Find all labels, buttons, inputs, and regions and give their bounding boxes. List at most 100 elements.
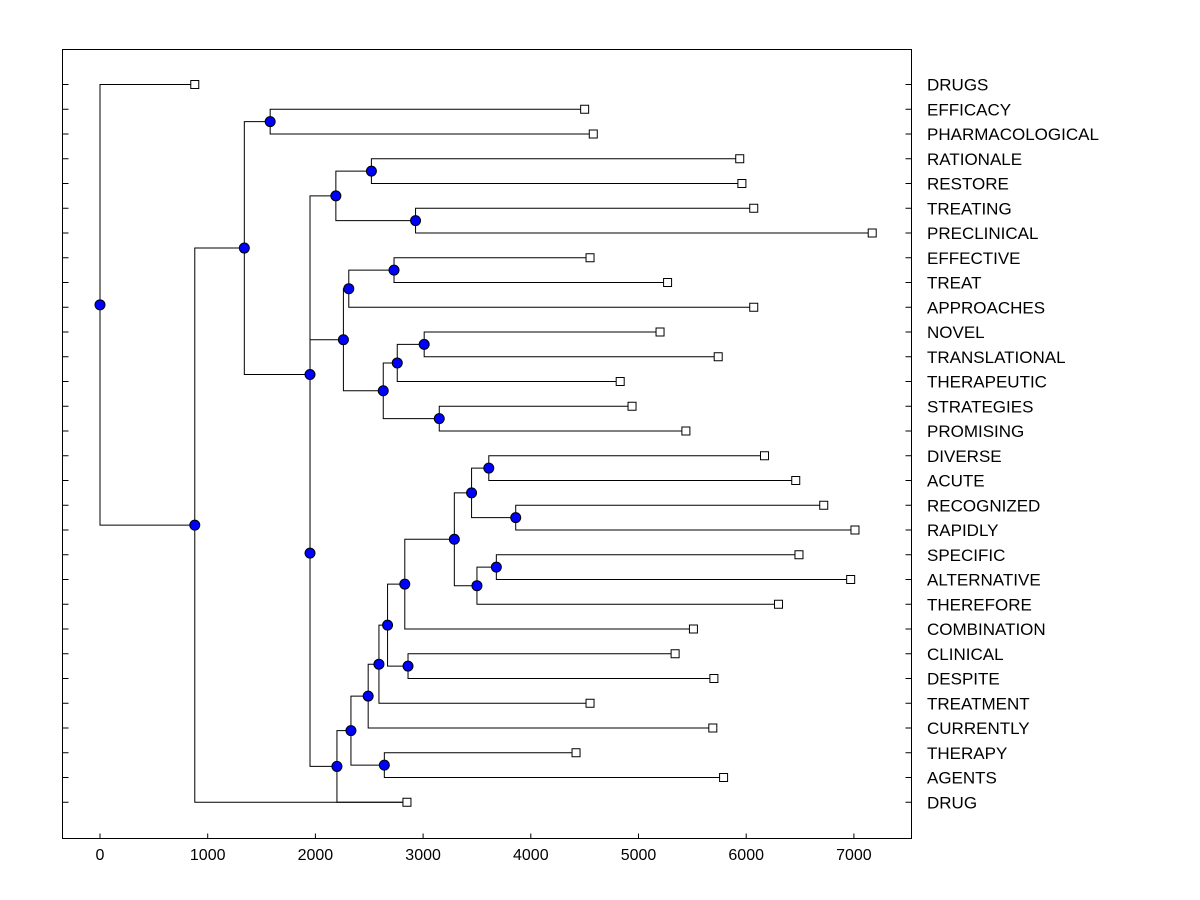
branch-n23 <box>383 752 724 778</box>
node-marker-n26 <box>304 547 316 559</box>
leaf-label-recognized: RECOGNIZED <box>927 496 1040 515</box>
left-ticks <box>62 84 69 803</box>
leaf-marker-agents <box>719 773 729 782</box>
branch-n14 <box>471 467 516 519</box>
leaf-marker-recognized <box>819 500 829 510</box>
leaf-marker-acute <box>791 476 801 485</box>
node-marker-n20 <box>382 619 394 631</box>
x-tick-label-7000: 7000 <box>836 847 872 864</box>
branch-n8 <box>396 343 621 382</box>
leaf-marker-combination <box>688 624 698 634</box>
node-marker-n11 <box>337 334 349 346</box>
leaf-label-combination: COMBINATION <box>927 620 1046 639</box>
node-marker-n23 <box>378 759 390 771</box>
leaf-marker-drugs <box>190 80 200 89</box>
leaf-label-currently: CURRENTLY <box>927 719 1030 738</box>
leaf-marker-rapidly <box>850 525 860 535</box>
node-marker-n27 <box>304 368 316 380</box>
leaf-label-novel: NOVEL <box>927 323 985 342</box>
leaf-label-promising: PROMISING <box>927 422 1024 441</box>
node-marker-n25 <box>331 760 343 772</box>
branch-n5 <box>393 257 668 283</box>
branch-n6 <box>348 269 754 308</box>
leaf-label-drug: DRUG <box>927 793 977 812</box>
branch-n25 <box>336 730 407 803</box>
leaf-label-restore: RESTORE <box>927 175 1009 194</box>
branch-n22 <box>367 663 713 729</box>
branch-n3 <box>415 207 873 234</box>
leaf-label-diverse: DIVERSE <box>927 447 1002 466</box>
x-tick-label-5000: 5000 <box>621 847 657 864</box>
leaf-label-specific: SPECIFIC <box>927 546 1005 565</box>
x-axis-ticks <box>99 833 855 839</box>
branch-n10 <box>382 362 440 420</box>
leaf-label-pharmacological: PHARMACOLOGICAL <box>927 125 1099 144</box>
branch-n27 <box>309 195 336 554</box>
leaf-marker-despite <box>709 674 719 683</box>
node-marker-n4 <box>330 190 342 202</box>
node-marker-n5 <box>388 264 400 276</box>
branch-n1 <box>269 108 594 135</box>
node-marker-n8 <box>391 357 403 369</box>
branch-n28 <box>243 121 311 375</box>
leaf-marker-alternative <box>846 575 856 584</box>
leaf-label-treat: TREAT <box>927 274 981 293</box>
node-marker-n18 <box>399 578 411 590</box>
node-marker-n2 <box>365 165 377 177</box>
leaf-marker-therapeutic <box>615 377 625 386</box>
x-tick-label-4000: 4000 <box>513 847 549 864</box>
leaf-marker-approaches <box>749 302 759 312</box>
leaf-marker-promising <box>681 426 691 436</box>
node-marker-n13 <box>510 512 522 524</box>
branch-n7 <box>423 331 719 358</box>
leaf-marker-effective <box>585 253 595 263</box>
leaf-marker-specific <box>794 550 804 560</box>
node-marker-n6 <box>343 283 355 295</box>
leaf-marker-drug <box>402 797 412 807</box>
leaf-label-approaches: APPROACHES <box>927 298 1045 317</box>
leaf-label-therapy: THERAPY <box>927 744 1007 763</box>
x-tick-label-6000: 6000 <box>728 847 764 864</box>
node-marker-n12 <box>483 462 495 474</box>
leaf-label-therapeutic: THERAPEUTIC <box>927 373 1047 392</box>
leaf-marker-diverse <box>760 451 770 461</box>
node-marker-n7 <box>418 338 430 350</box>
node-marker-n30 <box>94 299 106 311</box>
leaf-marker-rationale <box>735 154 745 164</box>
node-marker-n17 <box>448 533 460 545</box>
node-marker-n10 <box>377 385 389 397</box>
node-marker-n29 <box>189 519 201 531</box>
right-ticks <box>905 84 912 803</box>
leaf-label-clinical: CLINICAL <box>927 645 1004 664</box>
branch-n18 <box>404 538 694 630</box>
branch-n9 <box>438 405 686 432</box>
x-tick-label-3000: 3000 <box>405 847 441 864</box>
node-marker-n16 <box>471 580 483 592</box>
leaf-marker-clinical <box>670 649 680 659</box>
leaf-labels: DRUGS EFFICACY PHARMACOLOGICAL RATIONALE RES… <box>927 76 1099 813</box>
leaf-label-translational: TRANSLATIONAL <box>927 348 1066 367</box>
leaf-marker-restore <box>737 179 747 188</box>
leaf-label-rationale: RATIONALE <box>927 150 1022 169</box>
leaf-marker-preclinical <box>867 228 877 238</box>
leaf-label-agents: AGENTS <box>927 769 997 788</box>
node-marker-n19 <box>402 660 414 672</box>
branch-n12 <box>488 455 796 481</box>
branch-n13 <box>515 504 855 531</box>
leaf-marker-strategies <box>627 401 637 411</box>
leaf-label-strategies: STRATEGIES <box>927 397 1033 416</box>
leaf-label-therefore: THEREFORE <box>927 595 1032 614</box>
branch-n4 <box>335 170 416 222</box>
leaf-markers <box>190 80 877 807</box>
leaf-marker-treating <box>749 203 759 213</box>
branch-n29 <box>194 247 407 803</box>
leaf-marker-therapy <box>571 748 581 758</box>
x-axis-tick-labels: 0 1000 2000 3000 4000 5000 6000 7000 <box>96 847 872 864</box>
plot-frame <box>62 49 912 839</box>
leaf-marker-currently <box>708 723 718 733</box>
leaf-marker-novel <box>655 327 665 337</box>
node-marker-n9 <box>433 413 445 425</box>
branch-n2 <box>370 158 742 184</box>
leaf-label-drugs: DRUGS <box>927 76 988 95</box>
leaf-label-effective: EFFECTIVE <box>927 249 1021 268</box>
